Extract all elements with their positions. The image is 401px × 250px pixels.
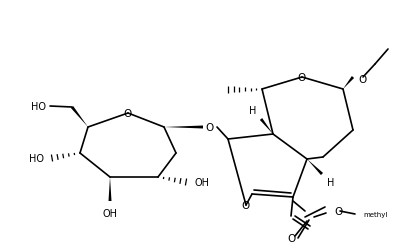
Polygon shape bbox=[164, 126, 203, 129]
Text: OH: OH bbox=[103, 208, 117, 218]
Text: OH: OH bbox=[194, 177, 209, 187]
Polygon shape bbox=[260, 118, 273, 134]
Text: O: O bbox=[242, 200, 250, 210]
Text: HO: HO bbox=[30, 102, 45, 112]
Text: O: O bbox=[287, 233, 295, 243]
Polygon shape bbox=[71, 107, 88, 128]
Text: HO: HO bbox=[28, 154, 43, 163]
Polygon shape bbox=[343, 77, 354, 90]
Polygon shape bbox=[307, 159, 323, 175]
Text: O: O bbox=[298, 73, 306, 83]
Text: H: H bbox=[249, 106, 257, 116]
Text: O: O bbox=[358, 75, 366, 85]
Polygon shape bbox=[109, 177, 111, 201]
Text: O: O bbox=[334, 206, 342, 216]
Text: O: O bbox=[124, 108, 132, 118]
Text: H: H bbox=[327, 177, 335, 187]
Text: O: O bbox=[206, 122, 214, 132]
Text: methyl: methyl bbox=[363, 211, 387, 217]
